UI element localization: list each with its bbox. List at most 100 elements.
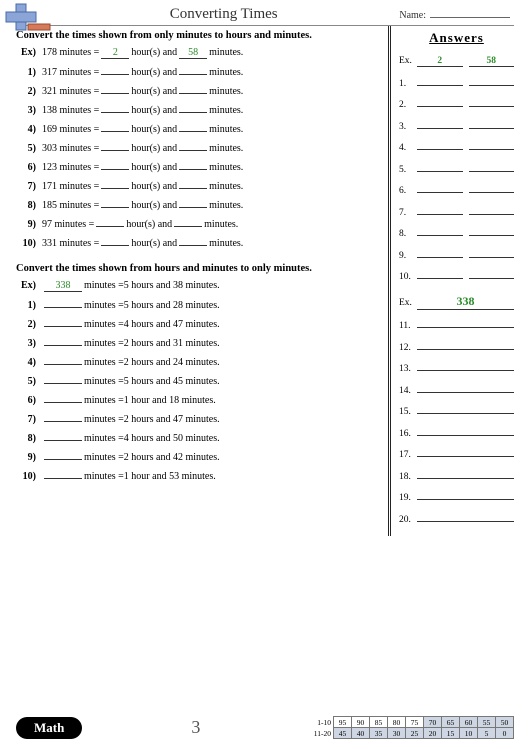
row-index: 5) [16, 143, 42, 154]
row-index: 1) [16, 300, 42, 311]
minutes-value: 321 [42, 86, 57, 97]
answer-row: 13. [399, 364, 514, 374]
row-text: minutes =2 hours and 47 minutes. [84, 414, 220, 425]
answer-row: 18. [399, 472, 514, 482]
section2-example: Ex) 338 minutes =5 hours and 38 minutes. [16, 280, 380, 292]
answer-row: 16. [399, 429, 514, 439]
row-index: 8) [16, 200, 42, 211]
mins-blank [179, 169, 207, 170]
answers-column: Answers Ex. 2 58 1.2.3.4.5.6.7.8.9.10. E… [388, 26, 514, 536]
row-text: minutes =2 hours and 31 minutes. [84, 338, 220, 349]
row-index: 10) [16, 238, 42, 249]
section2-row: 7) minutes =2 hours and 47 minutes. [16, 414, 380, 425]
row-index: 2) [16, 86, 42, 97]
result-blank [44, 307, 82, 308]
section1-row: 10)331 minutes =hour(s) andminutes. [16, 238, 380, 249]
section1-row: 5)303 minutes =hour(s) andminutes. [16, 143, 380, 154]
hours-blank [101, 207, 129, 208]
section1-example: Ex) 178 minutes = 2 hour(s) and 58 minut… [16, 47, 380, 59]
section2-row: 1) minutes =5 hours and 28 minutes. [16, 300, 380, 311]
answer-row: 1. [399, 79, 514, 89]
result-blank [44, 440, 82, 441]
hours-blank [101, 112, 129, 113]
result-blank [44, 459, 82, 460]
row-text: minutes =2 hours and 42 minutes. [84, 452, 220, 463]
answer-row: 11. [399, 321, 514, 331]
hours-blank [101, 245, 129, 246]
minutes-value: 185 [42, 200, 57, 211]
section2-row: 5)minutes =5 hours and 45 minutes. [16, 376, 380, 387]
row-index: 9) [16, 452, 42, 463]
section2-row: 3) minutes =2 hours and 31 minutes. [16, 338, 380, 349]
mins-blank [179, 93, 207, 94]
answer-row: 15. [399, 407, 514, 417]
row-text: minutes =5 hours and 45 minutes. [84, 376, 220, 387]
row-index: 4) [16, 357, 42, 368]
row-index: 3) [16, 105, 42, 116]
main-content: Convert the times shown from only minute… [0, 26, 530, 536]
row-index: 7) [16, 414, 42, 425]
score-grid: 1-109590858075706560555011-2045403530252… [310, 716, 515, 739]
mins-blank [179, 74, 207, 75]
plus-logo-icon [4, 2, 52, 32]
page-title: Converting Times [60, 6, 387, 23]
row-index: Ex) [16, 280, 42, 291]
answers-title: Answers [399, 30, 514, 46]
mins-blank [174, 226, 202, 227]
section2-row: 4)minutes =2 hours and 24 minutes. [16, 357, 380, 368]
mins-blank: 58 [179, 47, 207, 59]
answer-row: 8. [399, 229, 514, 239]
section2-row: 2)minutes =4 hours and 47 minutes. [16, 319, 380, 330]
row-text: minutes =4 hours and 50 minutes. [84, 433, 220, 444]
answer-row: 6. [399, 186, 514, 196]
answer-row: 4. [399, 143, 514, 153]
minutes-value: 171 [42, 181, 57, 192]
result-blank [44, 402, 82, 403]
worksheet-page: Converting Times Name: Convert the times… [0, 0, 530, 749]
row-text: minutes =5 hours and 28 minutes. [84, 300, 220, 311]
mins-blank [179, 188, 207, 189]
hours-blank: 2 [101, 47, 129, 59]
section2-row: 9) minutes =2 hours and 42 minutes. [16, 452, 380, 463]
row-index: Ex) [16, 47, 42, 58]
row-index: 6) [16, 395, 42, 406]
result-blank [44, 421, 82, 422]
result-blank [44, 383, 82, 384]
answer-row: 9. [399, 251, 514, 261]
name-label: Name: [399, 10, 426, 21]
row-index: 4) [16, 124, 42, 135]
row-text: minutes =1 hour and 18 minutes. [84, 395, 216, 406]
result-blank [44, 478, 82, 479]
hours-blank [101, 150, 129, 151]
row-index: 2) [16, 319, 42, 330]
hours-blank [101, 188, 129, 189]
minutes-value: 138 [42, 105, 57, 116]
mins-blank [179, 112, 207, 113]
answer-row: 7. [399, 208, 514, 218]
hours-blank [101, 169, 129, 170]
answer-row: 10. [399, 272, 514, 282]
minutes-value: 317 [42, 67, 57, 78]
row-index: 8) [16, 433, 42, 444]
row-index: 1) [16, 67, 42, 78]
hours-blank [101, 74, 129, 75]
section1-instruction: Convert the times shown from only minute… [16, 30, 380, 41]
answer-row: 20. [399, 515, 514, 525]
minutes-value: 169 [42, 124, 57, 135]
result-blank [44, 326, 82, 327]
footer: Math 3 1-109590858075706560555011-204540… [16, 716, 514, 739]
answer-row: 14. [399, 386, 514, 396]
answer-row: 5. [399, 165, 514, 175]
answer-row: 2. [399, 100, 514, 110]
row-index: 3) [16, 338, 42, 349]
questions-column: Convert the times shown from only minute… [16, 26, 388, 536]
section2-row: 8) minutes =4 hours and 50 minutes. [16, 433, 380, 444]
result-blank: 338 [44, 280, 82, 292]
section1-row: 9)97 minutes =hour(s) andminutes. [16, 219, 380, 230]
answer-row: 12. [399, 343, 514, 353]
page-number: 3 [90, 717, 301, 738]
row-index: 7) [16, 181, 42, 192]
result-blank [44, 345, 82, 346]
answer-example-2: Ex. 338 [399, 294, 514, 310]
row-index: 10) [16, 471, 42, 482]
